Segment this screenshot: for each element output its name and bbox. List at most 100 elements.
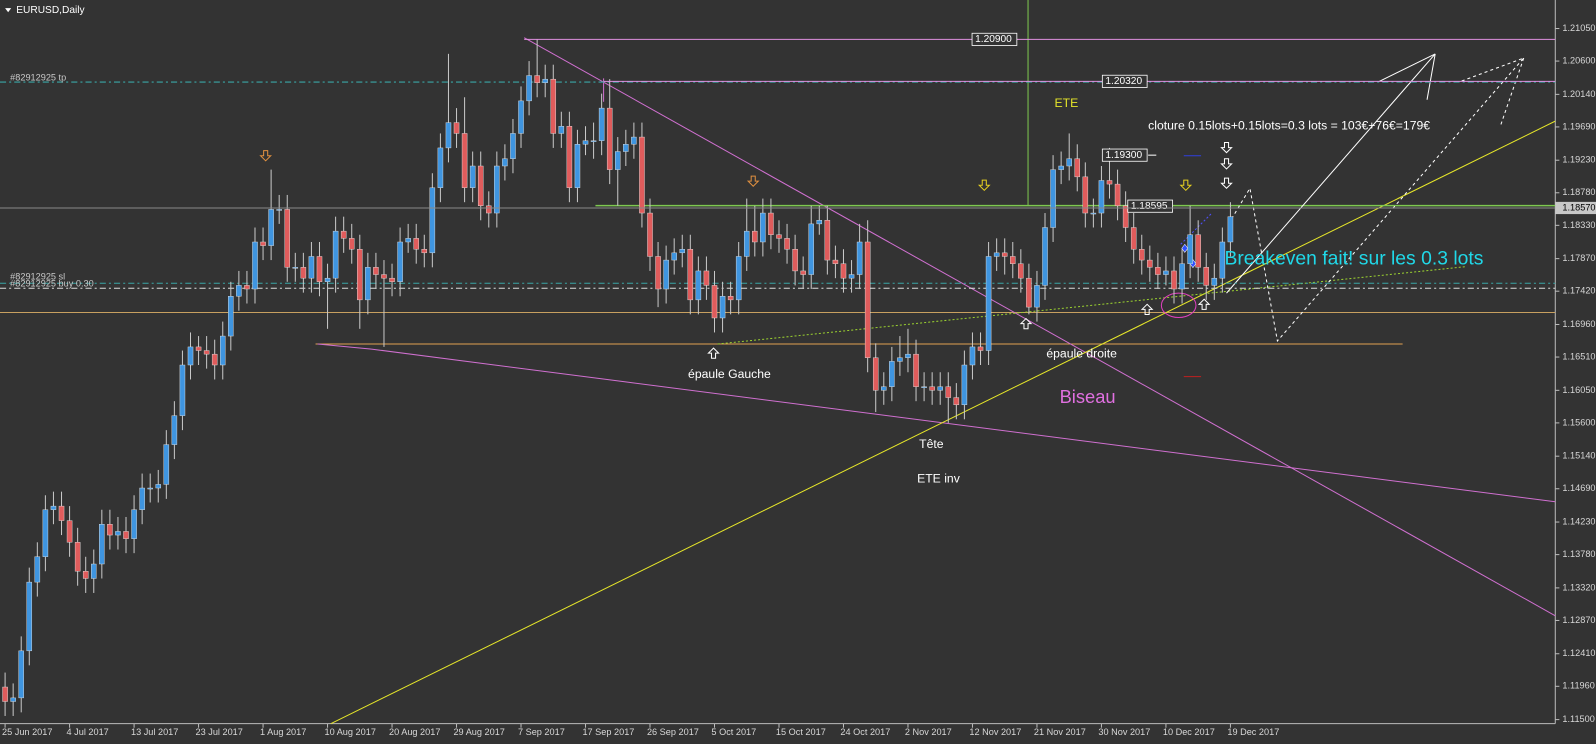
candle-body — [405, 238, 411, 243]
candle-body — [308, 256, 315, 279]
projection-arrow — [1426, 53, 1436, 100]
candle-body — [171, 415, 178, 445]
y-tick-label: 1.19230 — [1562, 155, 1595, 165]
candle-body — [566, 126, 573, 188]
candle-body — [413, 238, 419, 250]
y-tick-label: 1.16510 — [1562, 351, 1595, 361]
candle-body — [91, 563, 97, 579]
candle-body — [324, 277, 331, 282]
candle-body — [1090, 212, 1097, 215]
signal-arrow — [746, 175, 760, 187]
candle-body — [590, 140, 597, 142]
x-tick-label: 30 Nov 2017 — [1098, 727, 1150, 737]
candle-body — [727, 296, 734, 301]
candle-body — [905, 353, 911, 358]
trendline — [317, 343, 372, 350]
candle-body — [864, 241, 871, 358]
price-level-box — [971, 32, 1018, 46]
price-level-label: 1.19300 — [1105, 150, 1142, 161]
x-tick-label: 10 Aug 2017 — [324, 727, 375, 737]
y-tick-label: 1.16960 — [1562, 319, 1595, 329]
y-tick-label: 1.17420 — [1562, 286, 1595, 296]
candle-body — [477, 165, 484, 207]
x-tick-label: 25 Jun 2017 — [2, 727, 52, 737]
candle-body — [743, 230, 750, 257]
candles — [2, 39, 1234, 716]
y-tick-label: 1.14230 — [1562, 516, 1595, 526]
candle-body — [824, 220, 831, 261]
candle-body — [389, 277, 395, 282]
trendline — [330, 120, 1556, 725]
y-tick-label: 1.13780 — [1562, 549, 1595, 559]
annotation: Tête — [919, 437, 944, 451]
candle-body — [1211, 277, 1218, 286]
y-tick-label: 1.17870 — [1562, 253, 1595, 263]
candle-body — [1034, 285, 1040, 308]
candle-body — [469, 165, 476, 188]
candle-body — [18, 650, 24, 699]
y-tick-label: 1.15600 — [1562, 417, 1595, 427]
candle-body — [429, 187, 436, 254]
candle-body — [550, 78, 557, 134]
candle-body — [66, 520, 73, 543]
candle-body — [1155, 267, 1161, 275]
annotation: épaule Gauche — [688, 367, 771, 381]
x-tick-label: 20 Aug 2017 — [389, 727, 440, 737]
signal-arrow — [977, 179, 991, 192]
candle-body — [832, 259, 839, 264]
candle-body — [719, 296, 726, 319]
order-label: #82912925 buy 0.30 — [10, 279, 94, 289]
candle-body — [268, 209, 274, 246]
signal-arrow — [707, 347, 720, 359]
candle-body — [1098, 180, 1105, 214]
candle-body — [510, 133, 516, 159]
candle-body — [1219, 241, 1226, 279]
annotation: cloture 0.15lots+0.15lots=0.3 lots = 103… — [1148, 118, 1430, 132]
candle-body — [276, 209, 282, 211]
trade-line — [1180, 213, 1212, 245]
candle-body — [332, 230, 339, 279]
candle-body — [421, 249, 428, 254]
candle-body — [486, 205, 492, 214]
drawings — [0, 0, 1556, 725]
y-tick-label: 1.16050 — [1562, 385, 1595, 395]
projection-arrow — [1231, 57, 1525, 343]
candle-body — [889, 361, 895, 387]
candle-body — [1114, 183, 1121, 207]
highlight-ellipse — [1160, 292, 1197, 319]
candle-body — [647, 212, 653, 257]
candle-body — [1066, 158, 1072, 167]
x-tick-label: 19 Dec 2017 — [1227, 727, 1279, 737]
x-tick-label: 4 Jul 2017 — [67, 727, 109, 737]
candle-body — [1179, 263, 1185, 290]
candle-body — [752, 230, 758, 243]
order-label: #82912925 sl — [10, 272, 65, 282]
x-tick-label: 5 Oct 2017 — [711, 727, 756, 737]
candle-body — [631, 136, 637, 145]
candle-body — [542, 78, 548, 83]
trendline — [717, 266, 1466, 345]
candle-body — [163, 444, 170, 485]
candle-body — [195, 346, 202, 351]
candle-body — [203, 350, 210, 355]
menu-triangle — [5, 8, 12, 13]
candle-body — [1082, 176, 1089, 214]
candle-body — [1018, 263, 1024, 279]
candle-body — [663, 259, 669, 290]
y-tick-label: 1.18780 — [1562, 187, 1595, 197]
candle-body — [679, 249, 685, 254]
candle-body — [437, 147, 444, 188]
candle-body — [1147, 259, 1153, 268]
candle-body — [50, 505, 57, 510]
price-level-label: 1.18595 — [1131, 201, 1168, 212]
price-level-label: 1.20320 — [1105, 76, 1142, 87]
candle-body — [123, 531, 129, 539]
x-tick-label: 2 Nov 2017 — [905, 727, 952, 737]
signal-arrow — [1197, 298, 1211, 310]
signal-arrow — [1140, 303, 1154, 316]
candle-body — [913, 353, 919, 387]
candle-body — [340, 230, 347, 239]
y-tick-label: 1.15140 — [1562, 451, 1595, 461]
candle-body — [453, 122, 460, 134]
